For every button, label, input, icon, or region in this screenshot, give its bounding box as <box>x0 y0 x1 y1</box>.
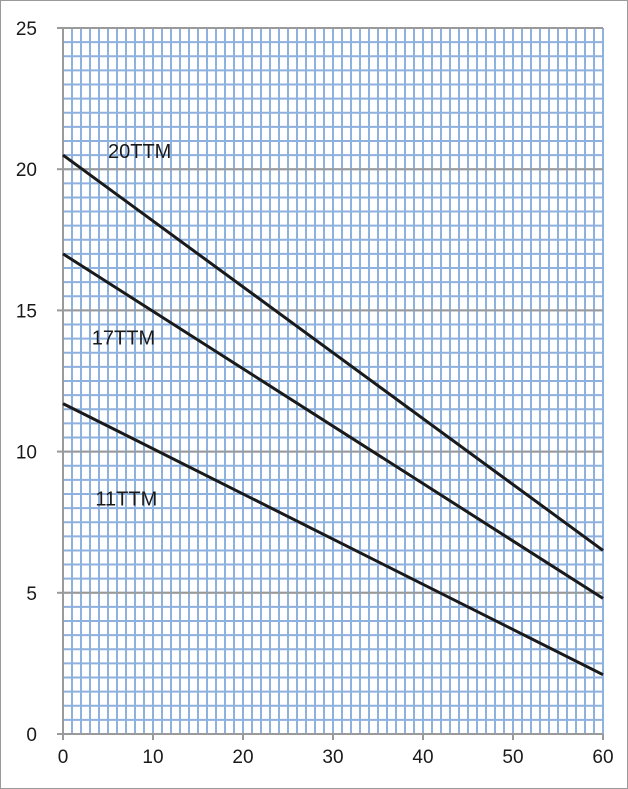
y-tick-label: 25 <box>16 19 37 40</box>
x-tick-labels: 0 10 20 30 40 50 60 <box>58 747 614 768</box>
x-tick-label: 50 <box>502 747 523 768</box>
x-tick-label: 40 <box>412 747 433 768</box>
y-tick-label: 10 <box>16 443 37 464</box>
series-line-17ttm <box>62 252 604 600</box>
series-labels: 20TTM 17TTM 11TTM <box>92 141 172 510</box>
series-label-17ttm: 17TTM <box>92 327 155 349</box>
minor-gridlines <box>62 27 604 735</box>
series-label-20ttm: 20TTM <box>108 141 171 163</box>
x-tick-label: 60 <box>592 747 613 768</box>
axes <box>57 27 604 740</box>
y-tick-label: 15 <box>16 301 37 322</box>
series-line-11ttm <box>62 402 604 677</box>
x-tick-label: 20 <box>232 747 253 768</box>
y-tick-label: 20 <box>16 160 37 181</box>
x-tick-label: 10 <box>142 747 163 768</box>
y-tick-label: 0 <box>26 725 37 746</box>
y-tick-labels: 0 5 10 15 20 25 <box>16 19 37 746</box>
x-tick-label: 0 <box>58 747 69 768</box>
series-label-11ttm: 11TTM <box>95 488 157 510</box>
x-tick-label: 30 <box>322 747 343 768</box>
series-lines <box>62 153 604 677</box>
y-tick-label: 5 <box>26 584 37 605</box>
series-line-20ttm <box>62 153 604 552</box>
